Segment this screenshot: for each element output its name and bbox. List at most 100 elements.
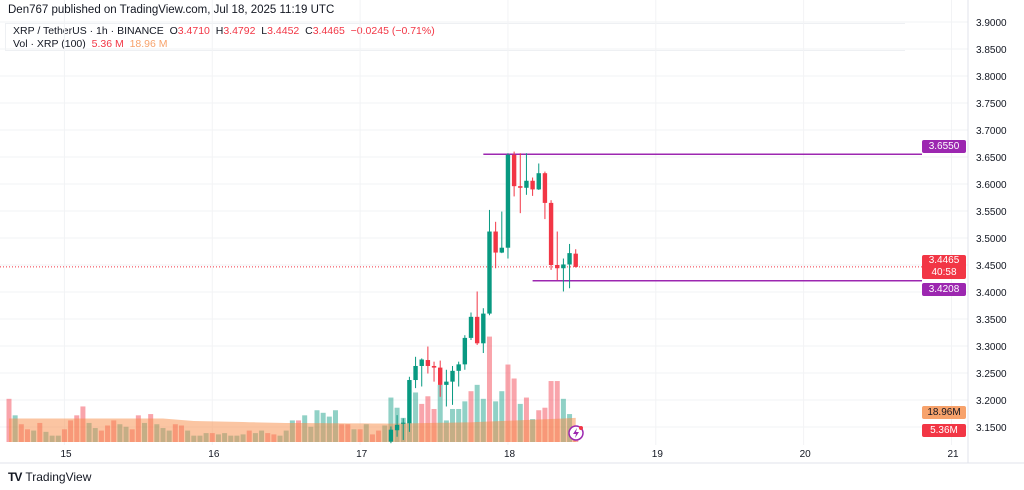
price-tick-label: 3.8500: [976, 45, 1007, 56]
candle-body: [394, 424, 400, 431]
volume-bar: [419, 403, 425, 442]
brand-name: TradingView: [25, 470, 92, 484]
candle-body: [450, 370, 455, 382]
candle-body: [425, 360, 431, 366]
volume-bar: [548, 381, 554, 442]
publisher-line: Den767 published on TradingView.com, Jul…: [8, 4, 335, 16]
open-value: 3.4710: [177, 25, 210, 37]
price-tick-label: 3.7000: [976, 126, 1007, 137]
candle-body: [493, 231, 498, 253]
volume-bar: [413, 392, 419, 442]
time-tick-label: 17: [356, 449, 368, 460]
symbol-title[interactable]: XRP / TetherUS · 1h · BINANCE: [13, 25, 164, 37]
candle-body: [542, 173, 548, 203]
volume-bar: [474, 384, 480, 442]
volume-ma-label: 18.96M: [922, 406, 966, 419]
volume-bar: [486, 336, 492, 442]
time-tick-label: 20: [800, 449, 812, 460]
price-tick-label: 3.7500: [976, 99, 1007, 110]
candle-body: [413, 365, 418, 381]
volume-bar: [505, 364, 511, 442]
volume-bar: [523, 397, 529, 442]
candle-body: [524, 180, 529, 188]
price-tick-label: 3.5000: [976, 234, 1007, 245]
volume-label: 5.36M: [922, 424, 966, 437]
candle-body: [444, 381, 449, 385]
price-tick-label: 3.4500: [976, 261, 1007, 272]
candle-body: [419, 359, 424, 366]
bar-countdown: 40:58: [931, 267, 957, 278]
volume-bar: [388, 397, 394, 442]
candle-body: [456, 364, 461, 371]
candle-body: [530, 180, 535, 190]
notification-dot-icon: [579, 426, 583, 430]
volume-bar: [511, 378, 517, 442]
candle-body: [511, 154, 517, 187]
volume-ma-value: 18.96 M: [129, 38, 168, 50]
candle-body: [548, 202, 554, 265]
volume-bar: [462, 401, 468, 442]
level-label-high: 3.6550: [922, 140, 966, 153]
time-tick-label: 21: [947, 449, 959, 460]
volume-title[interactable]: Vol · XRP (100): [13, 38, 86, 50]
volume-bar: [437, 384, 443, 442]
volume-row: Vol · XRP (100) 5.36 M 18.96 M: [13, 38, 905, 51]
tradingview-branding[interactable]: TV TradingView: [8, 470, 91, 484]
candle-body: [487, 231, 492, 314]
volume-bar: [468, 391, 474, 442]
candle-body: [401, 422, 406, 424]
price-tick-label: 3.9000: [976, 18, 1007, 29]
close-value: 3.4465: [312, 25, 345, 37]
time-tick-label: 18: [504, 449, 516, 460]
volume-value: 5.36 M: [91, 38, 124, 50]
candle-body: [573, 253, 578, 267]
level-label-low: 3.4208: [922, 283, 966, 296]
price-tick-label: 3.3500: [976, 315, 1007, 326]
price-tick-label: 3.3000: [976, 342, 1007, 353]
candle-body: [388, 429, 394, 442]
price-tick-label: 3.2000: [976, 396, 1007, 407]
time-tick-label: 19: [652, 449, 664, 460]
low-label: L: [261, 25, 268, 37]
price-tick-label: 3.2500: [976, 369, 1007, 380]
price-tick-label: 3.6500: [976, 153, 1007, 164]
candle-body: [536, 173, 541, 190]
candle-body: [499, 247, 504, 253]
candle-body: [505, 154, 511, 248]
candle-body: [438, 367, 443, 385]
price-tick-label: 3.6000: [976, 180, 1007, 191]
last-price: 3.4465: [928, 255, 960, 266]
volume-bar: [480, 398, 486, 442]
candle-body: [518, 186, 523, 188]
candle-body: [555, 265, 560, 269]
price-tick-label: 3.1500: [976, 423, 1007, 434]
last-price-label: 3.4465 40:58: [922, 255, 966, 279]
candle-body: [462, 337, 468, 365]
time-tick-label: 15: [60, 449, 72, 460]
tradingview-logo-icon: TV: [8, 470, 22, 484]
price-tick-label: 3.8000: [976, 72, 1007, 83]
volume-ma-area: [9, 417, 576, 442]
symbol-legend: XRP / TetherUS · 1h · BINANCE O3.4710 H3…: [5, 23, 905, 51]
candle-body: [561, 264, 566, 269]
close-label: C: [305, 25, 313, 37]
volume-bar: [499, 391, 505, 442]
ohlc-row: XRP / TetherUS · 1h · BINANCE O3.4710 H3…: [13, 25, 905, 38]
candle-body: [567, 253, 572, 265]
high-value: 3.4792: [223, 25, 256, 37]
high-label: H: [215, 25, 224, 37]
low-value: 3.4452: [267, 25, 300, 37]
candle-body: [468, 316, 474, 338]
candle-body: [474, 316, 480, 344]
lightning-bolt-icon: [573, 428, 579, 438]
price-tick-label: 3.4000: [976, 288, 1007, 299]
time-tick-label: 16: [208, 449, 220, 460]
price-tick-label: 3.5500: [976, 207, 1007, 218]
candle-body: [407, 380, 412, 424]
candle-body: [481, 313, 486, 344]
candle-body: [431, 365, 437, 368]
volume-bar: [425, 396, 431, 442]
volume-bar: [554, 381, 560, 442]
change-value: −0.0245 (−0.71%): [350, 25, 435, 37]
